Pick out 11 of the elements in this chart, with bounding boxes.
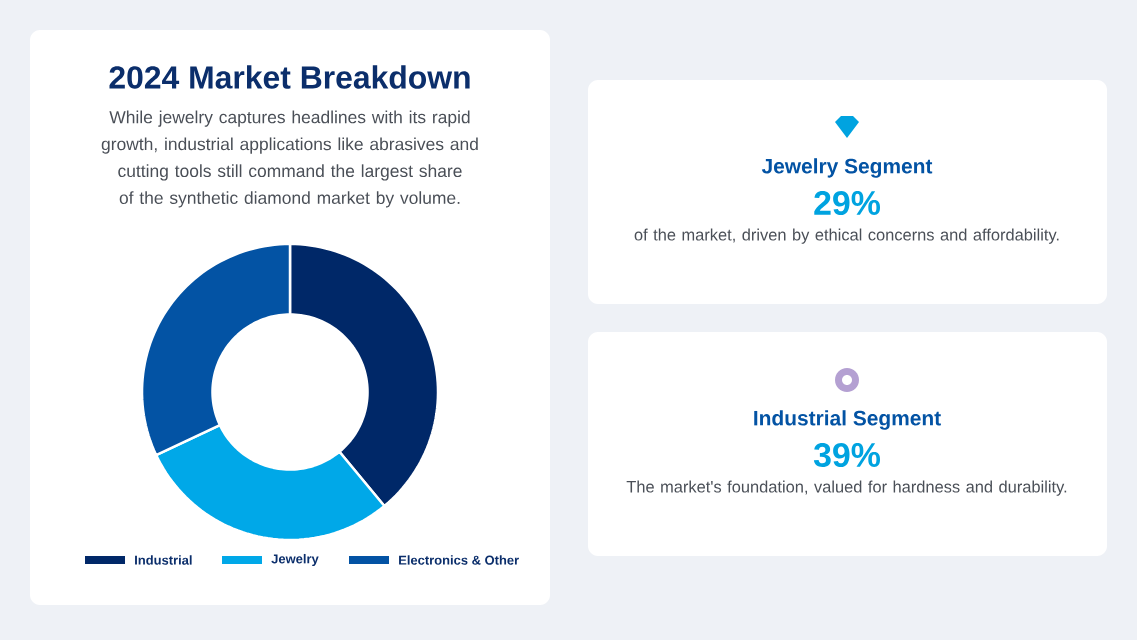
text: of the market, driven by ethical concerns and affordability. bbox=[634, 228, 1059, 244]
text: Industrial Segment bbox=[754, 410, 941, 430]
chart-title: 2024 Market Breakdown bbox=[109, 65, 470, 89]
text: 29% bbox=[814, 191, 881, 215]
text: 39% bbox=[813, 442, 881, 467]
text: Jewelry Segment bbox=[761, 158, 933, 178]
legend-label: Electronics & Other bbox=[399, 555, 519, 565]
legend-label: Jewelry bbox=[271, 553, 319, 567]
chart-subtitle: While jewelry captures headlines with its rapid growth, industrial applications like abrasives and cutting tools still command the largest share of the synthetic diamond market by volume. bbox=[101, 110, 478, 208]
text: The market's foundation, valued for hardness and durability. bbox=[626, 480, 1067, 496]
legend-label: Industrial bbox=[135, 555, 192, 565]
